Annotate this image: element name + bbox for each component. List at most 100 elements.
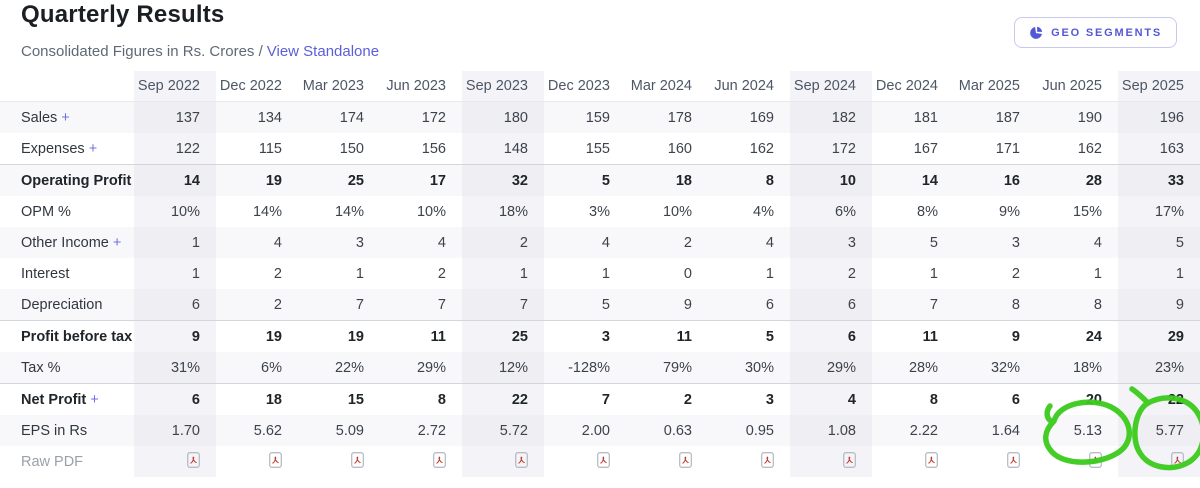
cell-expenses-jun-2025: 162 xyxy=(1077,140,1102,157)
cell-eps-in-rs-dec-2023: 2.00 xyxy=(544,415,626,446)
geo-segments-button[interactable]: GEO SEGMENTS xyxy=(1014,17,1177,48)
pdf-icon[interactable] xyxy=(597,451,610,468)
geo-segments-label: GEO SEGMENTS xyxy=(1051,26,1162,39)
cell-sales-mar-2024: 178 xyxy=(626,101,708,133)
cell-operating-profit-sep-2025: 33 xyxy=(1118,164,1200,196)
cell-depreciation-dec-2024: 7 xyxy=(872,289,954,321)
table-row-tax: Tax % 31% 6% 22% 29% 12% -128% 79% 30% 29% 28% 32% 1… xyxy=(0,352,1200,384)
cell-expenses-mar-2025: 171 xyxy=(995,140,1020,157)
table-row-other-income: Other Income +1 4 3 4 2 4 2 4 3 5 3 4 5 xyxy=(0,227,1200,258)
pie-chart-icon xyxy=(1029,26,1043,40)
pdf-icon[interactable] xyxy=(1089,451,1102,468)
cell-eps-in-rs-jun-2023: 2.72 xyxy=(380,415,462,446)
row-label-opm: OPM % xyxy=(21,203,71,220)
pdf-cell xyxy=(872,446,954,477)
pdf-icon[interactable] xyxy=(187,451,200,468)
column-header-dec-2023: Dec 2023 xyxy=(544,71,626,102)
cell-tax-dec-2023: -128% xyxy=(544,352,626,384)
pdf-icon[interactable] xyxy=(679,451,692,468)
pdf-icon[interactable] xyxy=(433,451,446,468)
table-row-depreciation: Depreciation 6 2 7 7 7 5 9 6 6 7 8 8 9 xyxy=(0,289,1200,321)
cell-expenses-jun-2023: 156 xyxy=(421,140,446,157)
cell-eps-in-rs-mar-2025: 1.64 xyxy=(954,415,1036,446)
pdf-icon[interactable] xyxy=(1171,451,1184,468)
cell-interest-sep-2025: 1 xyxy=(1118,258,1200,289)
cell-other-income-dec-2022: 4 xyxy=(216,227,298,258)
cell-opm-dec-2023: 3% xyxy=(589,203,610,220)
cell-tax-dec-2022: 6% xyxy=(216,352,298,384)
cell-net-profit-dec-2022: 18 xyxy=(216,383,298,415)
cell-operating-profit-jun-2023: 17 xyxy=(380,164,462,196)
cell-interest-mar-2023: 1 xyxy=(355,265,364,282)
cell-tax-jun-2024: 30% xyxy=(708,352,790,384)
pdf-cell xyxy=(134,446,216,477)
pdf-icon[interactable] xyxy=(843,451,856,468)
pdf-cell xyxy=(544,446,626,477)
cell-depreciation-dec-2022: 2 xyxy=(216,289,298,321)
pdf-cell xyxy=(626,446,708,477)
table-row-profit-before-tax: Profit before tax 9 19 19 11 25 3 11 5 6 11 9 24 29 xyxy=(0,320,1200,352)
table-row-operating-profit: Operating Profit 14 19 25 17 32 5 18 8 10 14 16 28 33 xyxy=(0,164,1200,196)
cell-profit-before-tax-mar-2024: 11 xyxy=(626,320,708,352)
cell-sales-dec-2024: 181 xyxy=(872,101,954,133)
cell-expenses-mar-2023: 150 xyxy=(339,140,364,157)
row-label-sales[interactable]: Sales + xyxy=(0,101,134,133)
cell-other-income-sep-2025: 5 xyxy=(1118,227,1200,258)
pdf-icon[interactable] xyxy=(351,451,364,468)
pdf-icon[interactable] xyxy=(925,451,938,468)
row-label-expenses[interactable]: Expenses + xyxy=(21,140,98,157)
table-row-net-profit: Net Profit +6 18 15 8 22 7 2 3 4 8 6 20 22 xyxy=(0,383,1200,415)
cell-operating-profit-dec-2024: 14 xyxy=(872,164,954,196)
pdf-cell xyxy=(216,446,298,477)
cell-tax-sep-2024: 29% xyxy=(790,352,872,384)
cell-eps-in-rs-sep-2023: 5.72 xyxy=(462,415,544,446)
cell-opm-mar-2025: 9% xyxy=(999,203,1020,220)
pdf-icon[interactable] xyxy=(1007,451,1020,468)
cell-tax-mar-2025: 32% xyxy=(954,352,1036,384)
cell-expenses-sep-2022: 122 xyxy=(134,133,216,165)
page-title: Quarterly Results xyxy=(21,1,225,28)
column-header-jun-2024: Jun 2024 xyxy=(708,71,790,102)
subtitle: Consolidated Figures in Rs. Crores / View… xyxy=(21,43,379,60)
column-header-dec-2022: Dec 2022 xyxy=(216,71,298,102)
cell-profit-before-tax-sep-2022: 9 xyxy=(134,320,216,352)
quarterly-results-table: Sep 2022 Dec 2022 Mar 2023 Jun 2023 Sep 2023… xyxy=(0,71,1200,477)
cell-eps-in-rs-sep-2022: 1.70 xyxy=(134,415,216,446)
cell-other-income-sep-2023: 2 xyxy=(462,227,544,258)
cell-expenses-dec-2023: 155 xyxy=(585,140,610,157)
cell-depreciation-mar-2025: 8 xyxy=(954,289,1036,321)
table-row-opm: OPM % 10% 14% 14% 10% 18% 3% 10% 4% 6% 8% 9% 15% 17% xyxy=(0,196,1200,227)
cell-depreciation-dec-2023: 5 xyxy=(544,289,626,321)
row-label-other-income[interactable]: Other Income + xyxy=(0,227,134,258)
row-label-depreciation: Depreciation xyxy=(0,289,134,321)
cell-net-profit-dec-2023: 7 xyxy=(544,383,626,415)
pdf-icon[interactable] xyxy=(269,451,282,468)
pdf-icon[interactable] xyxy=(761,451,774,468)
expand-plus-icon: + xyxy=(61,109,70,126)
cell-depreciation-mar-2023: 7 xyxy=(298,289,380,321)
column-header-sep-2024: Sep 2024 xyxy=(790,71,872,102)
cell-depreciation-jun-2025: 8 xyxy=(1036,289,1118,321)
view-standalone-link[interactable]: View Standalone xyxy=(266,43,380,60)
cell-profit-before-tax-sep-2024: 6 xyxy=(790,320,872,352)
cell-profit-before-tax-sep-2023: 25 xyxy=(462,320,544,352)
cell-net-profit-mar-2025: 6 xyxy=(954,383,1036,415)
cell-eps-in-rs-dec-2022: 5.62 xyxy=(216,415,298,446)
pdf-cell xyxy=(954,446,1036,477)
cell-sales-mar-2025: 187 xyxy=(954,101,1036,133)
cell-profit-before-tax-jun-2023: 11 xyxy=(380,320,462,352)
cell-operating-profit-dec-2023: 5 xyxy=(544,164,626,196)
pdf-cell xyxy=(462,446,544,477)
cell-expenses-sep-2025: 163 xyxy=(1118,133,1200,165)
cell-sales-jun-2023: 172 xyxy=(380,101,462,133)
column-header-mar-2023: Mar 2023 xyxy=(298,71,380,102)
cell-interest-sep-2022: 1 xyxy=(134,258,216,289)
cell-eps-in-rs-jun-2025: 5.13 xyxy=(1036,415,1118,446)
cell-interest-sep-2024: 2 xyxy=(790,258,872,289)
cell-operating-profit-mar-2023: 25 xyxy=(298,164,380,196)
cell-opm-dec-2022: 14% xyxy=(252,203,282,220)
cell-profit-before-tax-dec-2023: 3 xyxy=(544,320,626,352)
cell-tax-sep-2023: 12% xyxy=(462,352,544,384)
pdf-icon[interactable] xyxy=(515,451,528,468)
row-label-net-profit[interactable]: Net Profit + xyxy=(0,383,134,415)
